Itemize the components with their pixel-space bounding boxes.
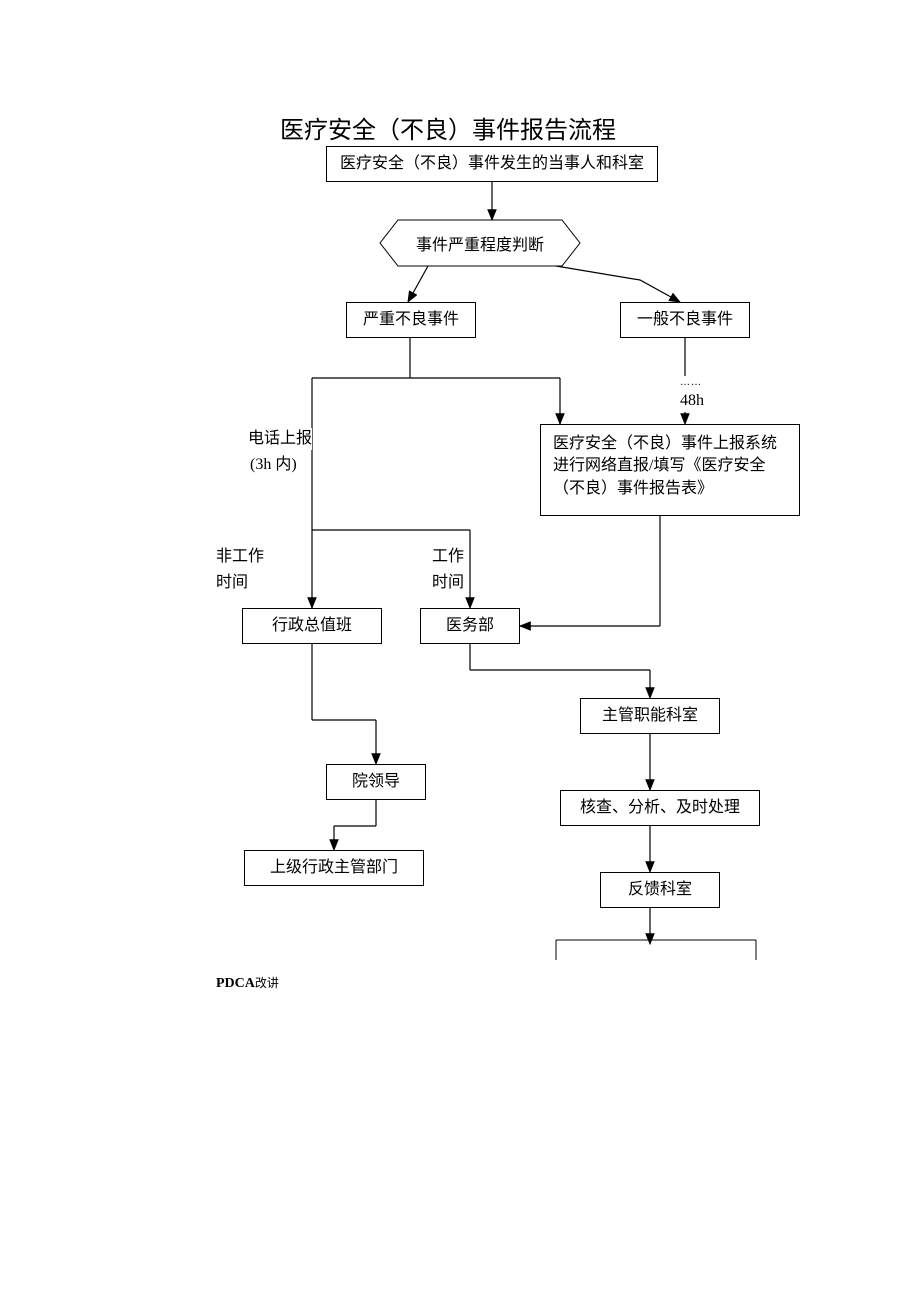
label-nonwork-1: 非工作 bbox=[216, 546, 264, 568]
label-phone-report-time: (3h 内) bbox=[250, 454, 297, 476]
label-dotted: …… bbox=[680, 376, 702, 390]
footer-pdca: PDCA改讲 bbox=[216, 974, 279, 992]
node-normal: 一般不良事件 bbox=[620, 302, 750, 338]
node-severe-label: 严重不良事件 bbox=[363, 309, 459, 331]
node-admin-duty-label: 行政总值班 bbox=[272, 615, 352, 637]
node-medical-dept: 医务部 bbox=[420, 608, 520, 644]
node-severe: 严重不良事件 bbox=[346, 302, 476, 338]
node-verify: 核查、分析、及时处理 bbox=[560, 790, 760, 826]
footer-rest: 改讲 bbox=[255, 976, 279, 990]
node-decision: 事件严重程度判断 bbox=[380, 220, 580, 266]
node-report-system: 医疗安全（不良）事件上报系统进行网络直报/填写《医疗安全（不良）事件报告表》 bbox=[540, 424, 800, 516]
node-normal-label: 一般不良事件 bbox=[637, 309, 733, 331]
footer-bold: PDCA bbox=[216, 976, 255, 991]
node-verify-label: 核查、分析、及时处理 bbox=[580, 797, 740, 819]
node-medical-dept-label: 医务部 bbox=[446, 615, 494, 637]
label-work-2: 时间 bbox=[432, 572, 464, 594]
edges-layer bbox=[0, 0, 920, 1301]
node-leader-label: 院领导 bbox=[352, 771, 400, 793]
label-48h: 48h bbox=[680, 390, 704, 412]
label-nonwork-2: 时间 bbox=[216, 572, 248, 594]
node-decision-label: 事件严重程度判断 bbox=[416, 231, 544, 255]
node-supervisor-label: 主管职能科室 bbox=[602, 705, 698, 727]
flowchart-container: 医疗安全（不良）事件报告流程 事件严重程度判断 医疗安全（不良）事件发生的当事人… bbox=[0, 0, 920, 1301]
label-phone-report: 电话上报 bbox=[248, 428, 312, 450]
node-feedback: 反馈科室 bbox=[600, 872, 720, 908]
label-work-1: 工作 bbox=[432, 546, 464, 568]
node-superior-label: 上级行政主管部门 bbox=[270, 857, 398, 879]
node-leader: 院领导 bbox=[326, 764, 426, 800]
node-superior: 上级行政主管部门 bbox=[244, 850, 424, 886]
node-supervisor: 主管职能科室 bbox=[580, 698, 720, 734]
node-start-label: 医疗安全（不良）事件发生的当事人和科室 bbox=[340, 153, 644, 175]
node-report-system-label: 医疗安全（不良）事件上报系统进行网络直报/填写《医疗安全（不良）事件报告表》 bbox=[553, 433, 787, 500]
flowchart-title: 医疗安全（不良）事件报告流程 bbox=[280, 110, 616, 145]
node-start: 医疗安全（不良）事件发生的当事人和科室 bbox=[326, 146, 658, 182]
node-admin-duty: 行政总值班 bbox=[242, 608, 382, 644]
node-feedback-label: 反馈科室 bbox=[628, 879, 692, 901]
